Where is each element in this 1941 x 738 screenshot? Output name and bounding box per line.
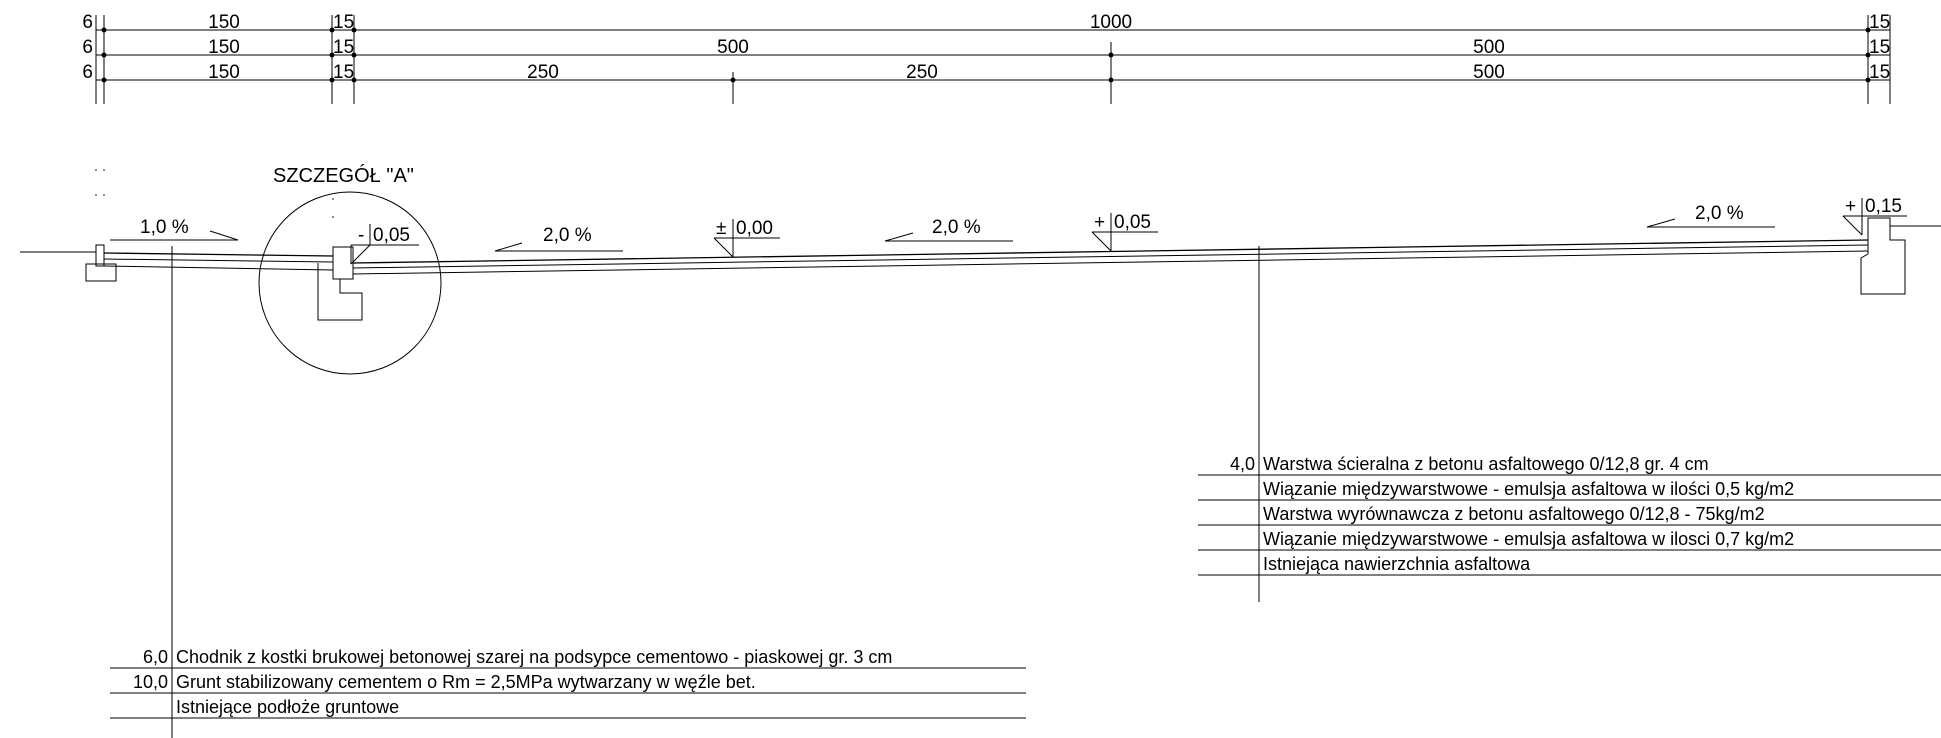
stray-dots <box>95 169 334 218</box>
road-layer-table: 4,0 Warstwa ścieralna z betonu asfaltowe… <box>1198 454 1941 576</box>
road-layer-1-thickness: 4,0 <box>1230 454 1255 474</box>
level-1-sign: - <box>358 225 364 246</box>
dim-r1-15: 15 <box>333 12 354 33</box>
dim-r3-250-a: 250 <box>527 62 559 83</box>
dim-r2-500-left: 500 <box>717 37 749 58</box>
dim-r2-6: 6 <box>82 37 93 58</box>
level-3-sign: + <box>1094 212 1105 233</box>
slope-markers: 1,0 % 2,0 % 2,0 % 2,0 % <box>110 203 1775 252</box>
level-3-value: 0,05 <box>1114 212 1151 233</box>
dim-r2-15-right: 15 <box>1869 37 1890 58</box>
dim-r3-15: 15 <box>333 62 354 83</box>
level-2-value: 0,00 <box>736 218 773 239</box>
dim-r1-15-right: 15 <box>1869 12 1890 33</box>
dim-r1-6: 6 <box>82 12 93 33</box>
cross-section <box>20 191 1941 738</box>
dim-r3-15-right: 15 <box>1869 62 1890 83</box>
dim-r2-500-right: 500 <box>1473 37 1505 58</box>
dimension-chain: 6 150 15 1000 15 6 150 15 500 500 15 6 1… <box>82 12 1891 104</box>
dim-r3-250-b: 250 <box>906 62 938 83</box>
sidewalk-layer-1-thickness: 6,0 <box>143 647 168 667</box>
road-layer-4-desc: Wiązanie międzywarstwowe - emulsja asfal… <box>1263 529 1794 549</box>
slope-1: 1,0 % <box>140 217 189 238</box>
dim-r3-6: 6 <box>82 62 93 83</box>
slope-4: 2,0 % <box>1695 203 1744 224</box>
dim-r2-150: 150 <box>208 37 240 58</box>
road-layer-1-desc: Warstwa ścieralna z betonu asfaltowego 0… <box>1263 454 1709 474</box>
detail-label: SZCZEGÓŁ "A" <box>273 164 414 187</box>
detail-a-circle <box>258 191 442 375</box>
road-layer-2-desc: Wiązanie międzywarstwowe - emulsja asfal… <box>1263 479 1794 499</box>
road-layer-5-desc: Istniejąca nawierzchnia asfaltowa <box>1263 554 1531 574</box>
dim-r2-15: 15 <box>333 37 354 58</box>
sidewalk-layer-table: 6,0 Chodnik z kostki brukowej betonowej … <box>110 647 1026 719</box>
level-markers: - 0,05 ± 0,00 + 0,05 + 0,15 <box>350 196 1907 265</box>
road-layer-3-desc: Warstwa wyrównawcza z betonu asfaltowego… <box>1263 504 1765 524</box>
slope-3: 2,0 % <box>932 217 981 238</box>
level-1-value: 0,05 <box>373 225 410 246</box>
dim-r1-150: 150 <box>208 12 240 33</box>
level-4-value: 0,15 <box>1865 196 1902 217</box>
level-4-sign: + <box>1845 196 1856 217</box>
slope-2: 2,0 % <box>543 225 592 246</box>
sidewalk-layer-2-thickness: 10,0 <box>133 672 168 692</box>
dim-r3-150: 150 <box>208 62 240 83</box>
sidewalk-layer-1-desc: Chodnik z kostki brukowej betonowej szar… <box>176 647 892 667</box>
dim-r1-1000: 1000 <box>1090 12 1132 33</box>
sidewalk-layer-3-desc: Istniejące podłoże gruntowe <box>176 697 399 717</box>
level-2-sign: ± <box>716 218 726 239</box>
dim-r3-500: 500 <box>1473 62 1505 83</box>
sidewalk-layer-2-desc: Grunt stabilizowany cementem o Rm = 2,5M… <box>176 672 756 692</box>
